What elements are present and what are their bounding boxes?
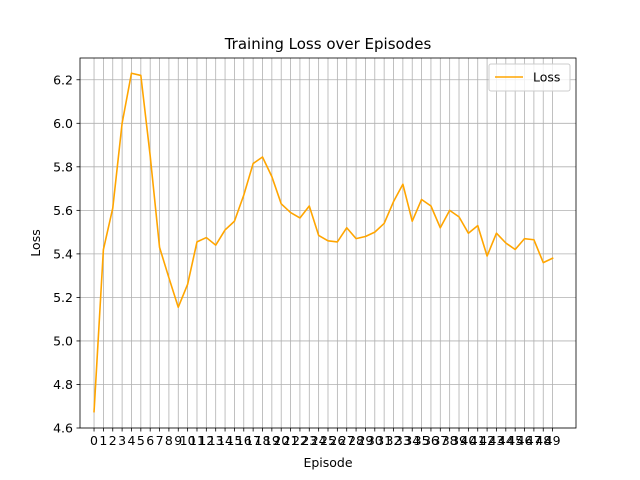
y-tick-label: 4.8: [53, 377, 73, 392]
x-tick-label: 25: [320, 433, 336, 448]
x-axis-title: Episode: [303, 455, 352, 470]
x-tick-label: 18: [255, 433, 271, 448]
x-tick-label: 41: [470, 433, 486, 448]
x-tick-label: 17: [245, 433, 261, 448]
y-tick-label: 5.2: [53, 290, 73, 305]
x-tick-label: 43: [488, 433, 504, 448]
x-tick-label: 4: [127, 433, 135, 448]
x-tick-label: 36: [423, 433, 439, 448]
legend-label-loss: Loss: [533, 70, 560, 85]
x-tick-label: 15: [226, 433, 242, 448]
y-tick-label: 5.6: [53, 203, 73, 218]
x-tick-label: 45: [507, 433, 523, 448]
x-tick-label: 48: [535, 433, 551, 448]
x-tick-label: 14: [217, 433, 233, 448]
x-tick-label: 38: [442, 433, 458, 448]
x-tick-label: 37: [432, 433, 448, 448]
x-tick-label: 46: [517, 433, 533, 448]
x-tick-label: 32: [386, 433, 402, 448]
x-tick-label: 27: [339, 433, 355, 448]
x-tick-label: 26: [329, 433, 345, 448]
x-tick-label: 5: [137, 433, 145, 448]
x-tick-label: 0: [90, 433, 98, 448]
x-tick-label: 10: [180, 433, 196, 448]
x-tick-label: 28: [348, 433, 364, 448]
x-tick-label: 21: [283, 433, 299, 448]
x-tick-label: 13: [208, 433, 224, 448]
x-axis: 0 1 2 3 4 5 6 7 8 9101112131415161718192021222324…: [90, 428, 561, 448]
legend: Loss: [488, 63, 571, 92]
x-tick-label: 20: [273, 433, 289, 448]
x-tick-label: 31: [376, 433, 392, 448]
x-tick-label: 19: [264, 433, 280, 448]
y-tick-label: 6.0: [53, 116, 73, 131]
x-tick-label: 6: [146, 433, 154, 448]
y-tick-label: 6.2: [53, 72, 73, 87]
x-tick-label: 23: [301, 433, 317, 448]
x-tick-label: 29: [357, 433, 373, 448]
y-tick-label: 4.6: [53, 421, 73, 436]
chart-title: Training Loss over Episodes: [224, 35, 432, 53]
x-tick-label: 35: [414, 433, 430, 448]
x-tick-label: 49: [545, 433, 561, 448]
x-tick-label: 22: [292, 433, 308, 448]
x-tick-label: 16: [236, 433, 252, 448]
x-tick-label: 24: [311, 433, 327, 448]
x-tick-label: 40: [460, 433, 476, 448]
y-axis-title: Loss: [28, 229, 43, 256]
x-tick-label: 30: [367, 433, 383, 448]
x-tick-label: 34: [404, 433, 420, 448]
x-tick-label: 12: [198, 433, 214, 448]
x-tick-label: 11: [189, 433, 205, 448]
legend-box: [488, 63, 571, 92]
x-tick-label: 9: [174, 433, 182, 448]
x-tick-label: 47: [526, 433, 542, 448]
y-tick-label: 5.8: [53, 159, 73, 174]
x-tick-label: 1: [99, 433, 107, 448]
x-tick-label: 33: [395, 433, 411, 448]
grid: [80, 58, 576, 429]
series-lines: [93, 72, 554, 413]
x-tick-label: 2: [109, 433, 117, 448]
x-tick-label: 44: [498, 433, 514, 448]
y-axis: 4.6 4.8 5.0 5.2 5.4 5.6 5.8 6.0 6.2: [53, 72, 80, 436]
y-tick-label: 5.4: [53, 246, 73, 261]
series-line-loss: [93, 72, 554, 413]
x-tick-label: 8: [165, 433, 173, 448]
x-tick-label: 3: [118, 433, 126, 448]
x-tick-label: 42: [479, 433, 495, 448]
x-tick-label: 39: [451, 433, 467, 448]
x-tick-label: 7: [156, 433, 164, 448]
y-tick-label: 5.0: [53, 333, 73, 348]
